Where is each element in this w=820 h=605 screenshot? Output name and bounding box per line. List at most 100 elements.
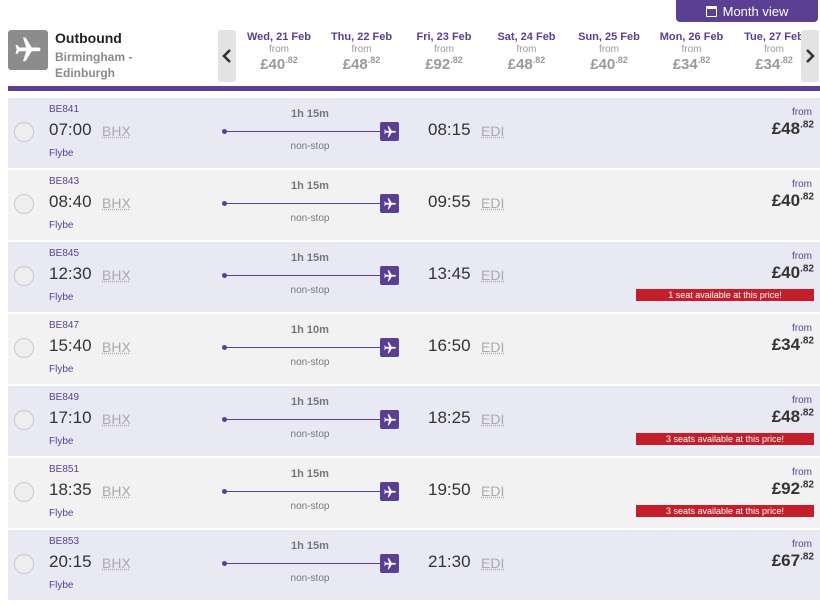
flight-duration: 1h 15m (291, 252, 329, 264)
chevron-left-icon (222, 49, 231, 63)
departure-time: 18:35 (49, 480, 92, 499)
date-option[interactable]: Wed, 21 Feb from £40.82 (238, 31, 320, 73)
airplane-icon (380, 194, 399, 213)
flight-duration: 1h 15m (291, 108, 329, 120)
arrival-time: 18:25 (428, 408, 471, 427)
stops-label: non-stop (290, 573, 330, 584)
flight-row[interactable]: BE853 20:15 BHX Flybe 1h 15m non-stop 21:30 EDI… (8, 530, 820, 600)
flight-duration: 1h 15m (291, 180, 329, 192)
month-view-label: Month view (722, 3, 789, 19)
price-from-label: from (792, 179, 812, 190)
date-label: Wed, 21 Feb (247, 31, 311, 43)
price-from-label: from (792, 467, 812, 478)
carrier-name: Flybe (49, 220, 74, 231)
arrival-airport-code[interactable]: EDI (481, 555, 505, 571)
arrival-time: 13:45 (428, 264, 471, 283)
flight-number: BE841 (49, 104, 80, 115)
arrival-airport-code[interactable]: EDI (481, 483, 505, 499)
departure-time: 15:40 (49, 336, 92, 355)
outbound-header: Outbound Birmingham - Edinburgh (8, 28, 213, 84)
flight-price: £34.82 (771, 335, 814, 354)
flight-number: BE847 (49, 320, 80, 331)
arrival-time: 08:15 (428, 120, 471, 139)
arrival-airport-code[interactable]: EDI (481, 123, 505, 139)
flight-row[interactable]: BE845 12:30 BHX Flybe 1h 15m non-stop 13:45 EDI… (8, 242, 820, 312)
departure-time: 07:00 (49, 120, 92, 139)
arrival-time: 21:30 (428, 552, 471, 571)
flight-row[interactable]: BE843 08:40 BHX Flybe 1h 15m non-stop 09:55 EDI… (8, 170, 820, 240)
date-price: £34.82 (755, 55, 793, 73)
departure-airport-code[interactable]: BHX (102, 123, 131, 139)
date-price: £40.82 (260, 55, 298, 73)
flight-price: £40.82 (771, 263, 814, 282)
date-option[interactable]: Sun, 25 Feb from £40.82 (568, 31, 650, 73)
price-from-label: from (792, 323, 812, 334)
flight-select-radio[interactable] (14, 338, 34, 358)
flight-row[interactable]: BE851 18:35 BHX Flybe 1h 15m non-stop 19:50 EDI… (8, 458, 820, 528)
departure-time: 08:40 (49, 192, 92, 211)
outbound-title: Outbound (55, 30, 122, 46)
arrival-airport-code[interactable]: EDI (481, 195, 505, 211)
arrival-airport-code[interactable]: EDI (481, 411, 505, 427)
flight-select-radio[interactable] (14, 554, 34, 574)
date-price: £34.82 (672, 55, 711, 73)
calendar-icon (705, 5, 717, 17)
departure-airport-code[interactable]: BHX (102, 195, 131, 211)
flight-select-radio[interactable] (14, 194, 34, 214)
departure-airport-code[interactable]: BHX (102, 339, 131, 355)
flight-select-radio[interactable] (14, 122, 34, 142)
flight-number: BE843 (49, 176, 80, 187)
date-option[interactable]: Tue, 27 Feb from £34.82 (733, 31, 815, 73)
carrier-name: Flybe (49, 580, 74, 591)
flight-row[interactable]: BE849 17:10 BHX Flybe 1h 15m non-stop 18:25 EDI… (8, 386, 820, 456)
airplane-icon (380, 410, 399, 429)
chevron-right-icon (806, 49, 815, 63)
route-line (222, 203, 382, 204)
flight-select-radio[interactable] (14, 266, 34, 286)
airplane-icon (380, 266, 399, 285)
departure-airport-code[interactable]: BHX (102, 411, 131, 427)
previous-dates-button[interactable] (218, 30, 236, 82)
date-option[interactable]: Mon, 26 Feb from £34.82 (651, 31, 733, 73)
flight-price: £48.82 (771, 119, 814, 138)
flight-duration: 1h 15m (291, 396, 329, 408)
arrival-airport-code[interactable]: EDI (481, 267, 505, 283)
stops-label: non-stop (290, 501, 330, 512)
date-from-label: from (599, 44, 619, 55)
route-line (222, 347, 382, 348)
airplane-icon (380, 338, 399, 357)
outbound-route: Birmingham - Edinburgh (55, 50, 133, 80)
date-label: Sat, 24 Feb (497, 31, 556, 43)
stops-label: non-stop (290, 141, 330, 152)
stops-label: non-stop (290, 357, 330, 368)
airplane-icon (380, 554, 399, 573)
seat-availability-badge: 1 seat available at this price! (636, 289, 814, 301)
seat-availability-badge: 3 seats available at this price! (636, 505, 814, 517)
flight-number: BE845 (49, 248, 80, 259)
airplane-icon (380, 122, 399, 141)
flight-row[interactable]: BE847 15:40 BHX Flybe 1h 10m non-stop 16:50 EDI… (8, 314, 820, 384)
flight-select-radio[interactable] (14, 482, 34, 502)
date-price: £92.82 (425, 55, 463, 73)
date-label: Tue, 27 Feb (744, 31, 804, 43)
price-from-label: from (792, 395, 812, 406)
month-view-button[interactable]: Month view (676, 0, 818, 22)
departure-time: 20:15 (49, 552, 92, 571)
flight-duration: 1h 15m (291, 540, 329, 552)
arrival-time: 19:50 (428, 480, 471, 499)
date-option[interactable]: Fri, 23 Feb from £92.82 (403, 31, 485, 73)
flight-select-radio[interactable] (14, 410, 34, 430)
price-from-label: from (792, 251, 812, 262)
date-option[interactable]: Sat, 24 Feb from £48.82 (486, 31, 568, 73)
arrival-time: 16:50 (428, 336, 471, 355)
flight-row[interactable]: BE841 07:00 BHX Flybe 1h 15m non-stop 08:15 EDI… (8, 98, 820, 168)
next-dates-button[interactable] (801, 30, 819, 82)
date-option[interactable]: Thu, 22 Feb from £48.82 (321, 31, 403, 73)
departure-airport-code[interactable]: BHX (102, 555, 131, 571)
date-price: £48.82 (507, 55, 546, 73)
date-from-label: from (269, 44, 289, 55)
departure-airport-code[interactable]: BHX (102, 267, 131, 283)
departure-airport-code[interactable]: BHX (102, 483, 131, 499)
flight-list: BE841 07:00 BHX Flybe 1h 15m non-stop 08:15 EDI… (8, 98, 820, 602)
arrival-airport-code[interactable]: EDI (481, 339, 505, 355)
